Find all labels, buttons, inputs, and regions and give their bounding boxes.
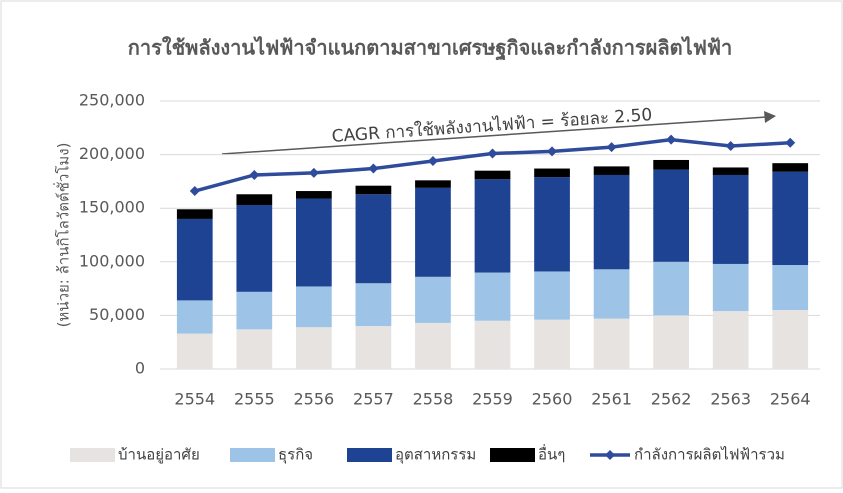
line-marker (725, 141, 736, 152)
y-tick-label: 150,000 (79, 198, 145, 217)
y-tick-label: 0 (135, 359, 145, 378)
legend-swatch (70, 448, 115, 462)
bar-segment (355, 185, 392, 195)
bar-segment (712, 311, 749, 369)
bar-segment (415, 322, 451, 369)
x-tick-label: 2558 (413, 390, 454, 409)
bar-segment (474, 320, 511, 369)
x-tick-label: 2562 (651, 390, 692, 409)
bar-segment (593, 166, 630, 175)
bar-segment (593, 174, 630, 270)
legend-swatch (347, 448, 392, 462)
bar-segment (653, 261, 689, 316)
x-tick-label: 2554 (174, 390, 215, 409)
y-tick-label: 250,000 (79, 91, 145, 110)
legend-swatch (490, 448, 535, 462)
x-tick-label: 2557 (353, 390, 394, 409)
legend-swatch (230, 448, 275, 462)
line-marker (427, 156, 438, 167)
bar-segment (296, 191, 332, 199)
line-marker (249, 169, 260, 180)
y-tick-label: 200,000 (79, 144, 145, 163)
bar-segment (534, 168, 570, 178)
legend-marker (605, 450, 615, 460)
bar-segment (772, 163, 809, 172)
line-marker (189, 186, 200, 197)
chart-title: การใช้พลังงานไฟฟ้าจำแนกตามสาขาเศรษฐกิจแล… (128, 36, 733, 62)
bar-segment (355, 194, 392, 284)
bar-segment (355, 283, 392, 327)
legend-label: ธุรกิจ (278, 446, 313, 465)
x-tick-label: 2560 (532, 390, 573, 409)
legend-label: อื่นๆ (538, 444, 565, 464)
x-tick-label: 2563 (710, 390, 751, 409)
bar-segment (474, 272, 511, 321)
x-tick-label: 2561 (591, 390, 632, 409)
bar-segment (712, 167, 749, 175)
line-marker (547, 146, 558, 157)
bar-segment (355, 326, 392, 369)
legend-label: กำลังการผลิตไฟฟ้ารวม (634, 446, 785, 464)
bar-segment (296, 198, 332, 287)
bar-segment (534, 271, 570, 320)
line-marker (785, 137, 796, 148)
bar-segment (653, 315, 689, 369)
bar-segment (176, 300, 213, 334)
bar-segment (772, 265, 809, 311)
bar-segment (772, 171, 809, 266)
bar-segment (653, 159, 689, 170)
legend-label: อุตสาหกรรม (395, 446, 476, 465)
bar-segment (653, 169, 689, 262)
x-tick-label: 2564 (770, 390, 811, 409)
line-marker (666, 134, 677, 145)
bar-segment (236, 291, 273, 330)
bar-segment (712, 263, 749, 312)
bar-segment (593, 269, 630, 319)
bar-segment (415, 276, 451, 323)
x-tick-label: 2556 (294, 390, 335, 409)
y-tick-label: 100,000 (79, 251, 145, 270)
bar-segment (474, 170, 511, 180)
bar-segment (176, 209, 213, 219)
bar-segment (593, 318, 630, 369)
bar-segment (712, 174, 749, 264)
x-tick-label: 2555 (234, 390, 275, 409)
line-marker (368, 163, 379, 174)
bar-segment (772, 310, 809, 369)
bar-segment (415, 180, 451, 188)
legend-label: บ้านอยู่อาศัย (118, 446, 200, 464)
line-marker (308, 167, 319, 178)
bar-segment (176, 333, 213, 369)
bar-segment (236, 194, 273, 205)
arrow-head (764, 111, 776, 123)
bar-segment (415, 187, 451, 277)
y-axis-label: (หน่วย: ล้านกิโลวัตต์ชั่วโมง) (53, 143, 73, 328)
bar-segment (474, 179, 511, 273)
bar-segment (296, 327, 332, 369)
y-tick-label: 50,000 (89, 305, 145, 324)
x-tick-label: 2559 (472, 390, 513, 409)
line-marker (487, 148, 498, 159)
bar-segment (534, 319, 570, 369)
bar-segment (296, 286, 332, 328)
bar-segment (236, 329, 273, 369)
bar-segment (534, 177, 570, 272)
line-marker (606, 142, 617, 153)
bar-segment (176, 218, 213, 301)
annotation-arrow (221, 116, 767, 155)
bar-segment (236, 204, 273, 292)
